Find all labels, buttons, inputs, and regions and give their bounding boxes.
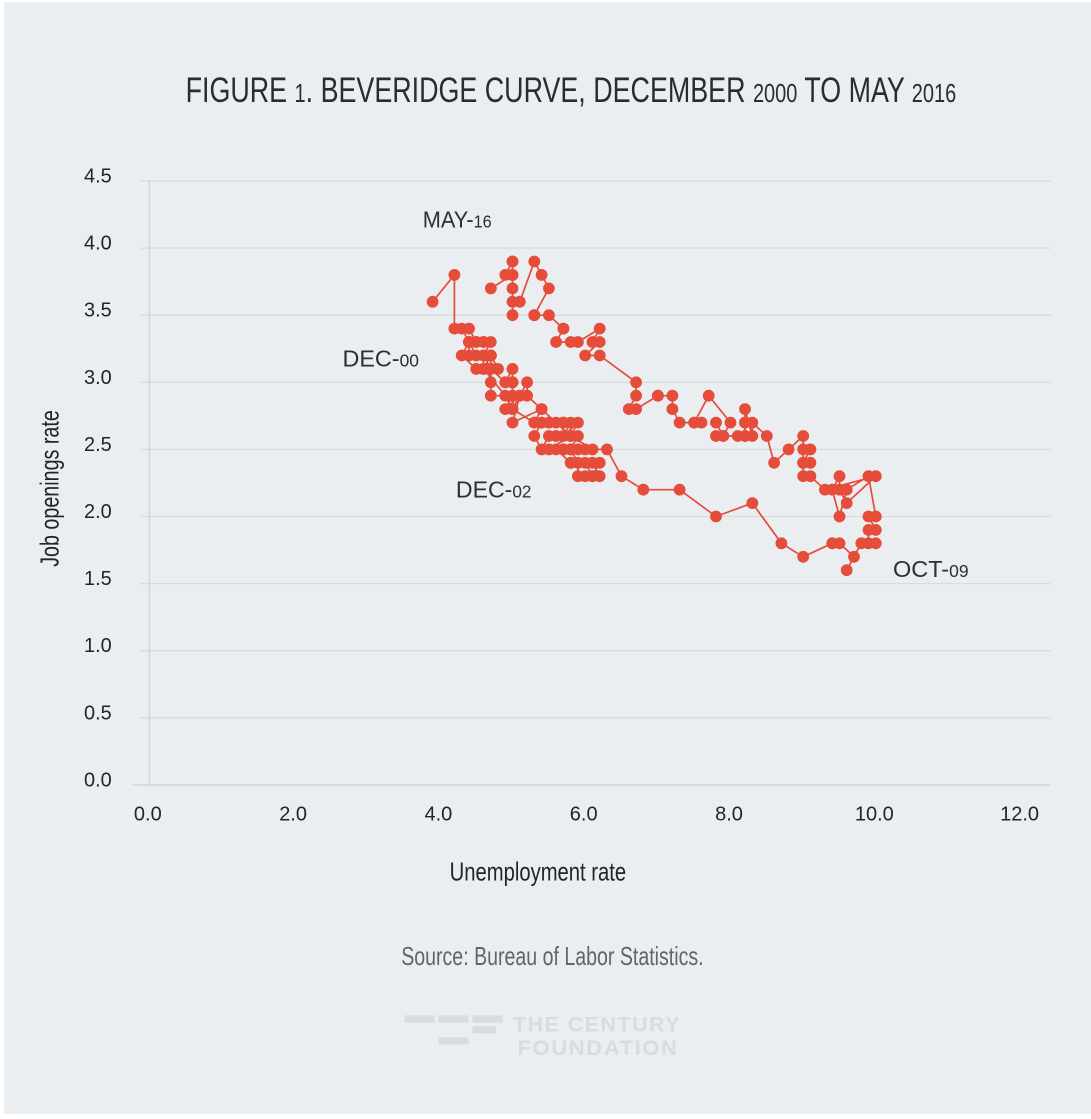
svg-text:2.0: 2.0 <box>279 804 307 826</box>
svg-text:2.0: 2.0 <box>84 501 112 523</box>
svg-text:3.5: 3.5 <box>84 300 112 322</box>
svg-text:DEC-00: DEC-00 <box>342 345 419 371</box>
svg-text:DEC-02: DEC-02 <box>456 476 532 502</box>
svg-text:4.5: 4.5 <box>84 166 112 188</box>
svg-text:THE CENTURY: THE CENTURY <box>513 1013 681 1037</box>
svg-text:1.0: 1.0 <box>84 635 112 657</box>
svg-text:FIGURE 1. BEVERIDGE CURVE, DEC: FIGURE 1. BEVERIDGE CURVE, DECEMBER 2000… <box>186 71 957 110</box>
svg-text:3.0: 3.0 <box>84 367 112 389</box>
svg-text:8.0: 8.0 <box>715 804 743 826</box>
svg-text:6.0: 6.0 <box>570 804 598 826</box>
svg-text:0.0: 0.0 <box>84 769 112 791</box>
svg-text:12.0: 12.0 <box>1000 804 1039 826</box>
svg-text:Unemployment rate: Unemployment rate <box>450 856 627 886</box>
svg-text:Source: Bureau of Labor Statis: Source: Bureau of Labor Statistics. <box>401 941 703 971</box>
svg-text:FOUNDATION: FOUNDATION <box>518 1036 679 1060</box>
svg-text:2.5: 2.5 <box>84 434 112 456</box>
svg-text:4.0: 4.0 <box>424 804 452 826</box>
svg-text:4.0: 4.0 <box>84 233 112 255</box>
svg-text:0.5: 0.5 <box>84 702 112 724</box>
svg-text:10.0: 10.0 <box>855 804 894 826</box>
svg-text:Job openings rate: Job openings rate <box>35 410 65 567</box>
svg-text:MAY-16: MAY-16 <box>423 207 492 233</box>
svg-text:OCT-09: OCT-09 <box>893 556 969 582</box>
svg-text:1.5: 1.5 <box>84 568 112 590</box>
svg-text:0.0: 0.0 <box>134 804 162 826</box>
